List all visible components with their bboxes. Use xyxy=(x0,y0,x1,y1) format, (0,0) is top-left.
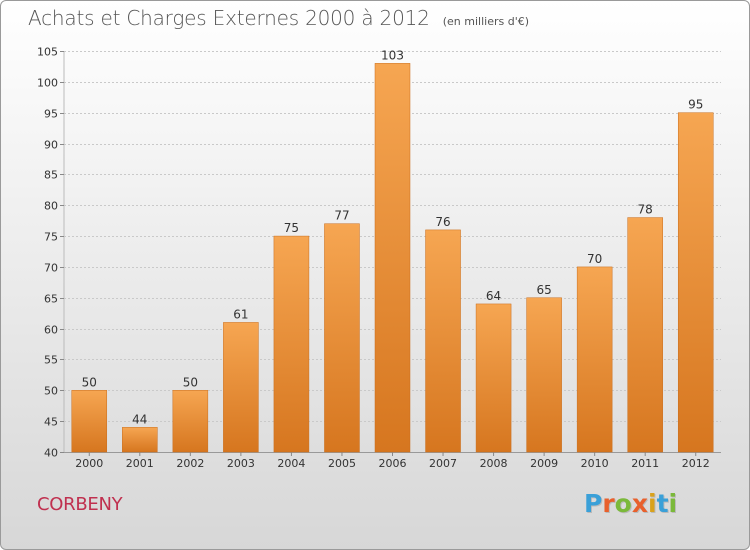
x-tick-label: 2008 xyxy=(480,457,508,470)
y-tick-label: 75 xyxy=(44,231,58,244)
x-tick-label: 2004 xyxy=(277,457,305,470)
data-label: 44 xyxy=(132,412,147,426)
proxiti-logo: Proxiti xyxy=(584,489,677,518)
bar xyxy=(526,297,562,453)
data-label: 65 xyxy=(536,283,551,297)
bar xyxy=(425,229,461,453)
data-label: 64 xyxy=(486,289,501,303)
x-tick-label: 2011 xyxy=(631,457,659,470)
y-tick-label: 95 xyxy=(44,108,58,121)
x-tick-label: 2000 xyxy=(75,457,103,470)
logo-letter: o xyxy=(614,489,632,518)
logo-letter: x xyxy=(631,489,648,518)
y-tick-label: 55 xyxy=(44,354,58,367)
x-tick-label: 2003 xyxy=(227,457,255,470)
x-tick-label: 2002 xyxy=(176,457,204,470)
data-label: 76 xyxy=(435,215,450,229)
logo-letter: i xyxy=(648,489,657,518)
bar xyxy=(677,112,714,453)
bar xyxy=(122,427,158,453)
logo-letter: r xyxy=(602,489,615,518)
x-tick-label: 2010 xyxy=(581,457,609,470)
bar xyxy=(71,390,108,453)
bar xyxy=(223,322,259,453)
commune-name: CORBENY xyxy=(37,494,123,515)
chart-subtitle: (en milliers d'€) xyxy=(442,15,530,28)
x-tick-label: 2007 xyxy=(429,457,457,470)
x-tick-label: 2009 xyxy=(530,457,558,470)
y-tick-label: 90 xyxy=(44,139,58,152)
y-tick-label: 70 xyxy=(44,262,58,275)
y-tick-label: 85 xyxy=(44,169,58,182)
data-label: 70 xyxy=(587,252,602,266)
title-row: Achats et Charges Externes 2000 à 2012 (… xyxy=(28,6,529,30)
y-tick-label: 50 xyxy=(44,385,58,398)
logo-letter: t xyxy=(656,489,669,518)
bar xyxy=(324,223,360,453)
data-label: 95 xyxy=(688,98,703,112)
logo-letter: i xyxy=(668,489,678,518)
data-label: 61 xyxy=(233,307,248,321)
data-label: 50 xyxy=(183,375,198,389)
bar xyxy=(627,217,663,453)
x-tick-label: 2012 xyxy=(682,457,710,470)
chart-title: Achats et Charges Externes 2000 à 2012 xyxy=(28,6,430,30)
y-tick-label: 45 xyxy=(44,416,58,429)
data-label: 78 xyxy=(638,203,653,217)
data-label: 75 xyxy=(284,221,299,235)
data-label: 103 xyxy=(381,48,404,62)
data-label: 77 xyxy=(334,209,349,223)
x-tick-label: 2001 xyxy=(126,457,154,470)
bar xyxy=(273,235,310,453)
logo-letter: P xyxy=(584,489,603,518)
y-tick-label: 80 xyxy=(44,200,58,213)
bar xyxy=(374,63,411,453)
y-tick-label: 65 xyxy=(44,293,58,306)
bar xyxy=(172,390,209,453)
y-tick-label: 105 xyxy=(37,46,58,59)
data-label: 50 xyxy=(82,375,97,389)
bar xyxy=(576,266,613,453)
y-tick-label: 100 xyxy=(37,77,58,90)
x-tick-label: 2005 xyxy=(328,457,356,470)
y-tick-label: 40 xyxy=(44,447,58,460)
x-tick-label: 2006 xyxy=(379,457,407,470)
bar xyxy=(475,303,512,453)
y-tick-label: 60 xyxy=(44,324,58,337)
